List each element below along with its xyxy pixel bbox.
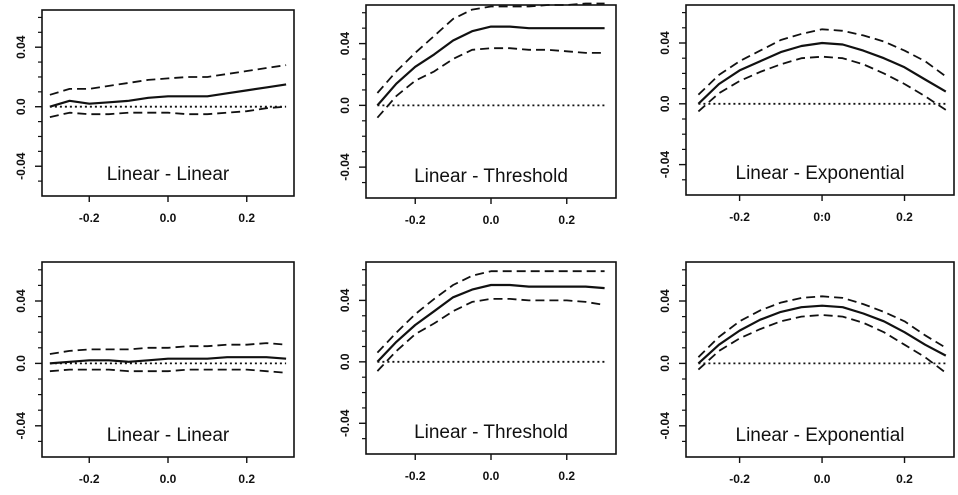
series-line-lower-band <box>49 105 287 118</box>
series-line-upper-band <box>49 342 287 355</box>
series-line-estimate <box>49 356 287 365</box>
series-line-estimate <box>376 283 605 363</box>
x-tick-label: 0.2 <box>558 469 575 483</box>
y-tick-label: 0.0 <box>338 353 352 370</box>
x-tick-label: 0.2 <box>238 472 255 486</box>
y-tick-label: -0.04 <box>14 412 28 440</box>
chart-panel-1: -0.2 0.0 0.2 0.04 0.0 -0.04 Linear - Linear <box>14 9 295 225</box>
x-tick-label: 0.0 <box>160 211 177 225</box>
series-line-lower-band <box>376 47 605 119</box>
y-tick-label: 0.04 <box>658 289 672 313</box>
series-line-estimate <box>697 41 947 105</box>
x-tick-label: -0.2 <box>79 211 100 225</box>
series-line-lower-band <box>376 298 605 372</box>
x-tick-label: 0.2 <box>238 211 255 225</box>
x-tick-label: -0.2 <box>729 472 750 486</box>
y-tick-label: 0.04 <box>338 32 352 56</box>
y-tick-label: -0.04 <box>338 153 352 181</box>
chart-panel-6: -0.2 0.0 0.2 0.04 0.0 -0.04 Linear - Exponenti… <box>658 261 955 486</box>
y-tick-label: 0.0 <box>14 355 28 372</box>
x-tick-label: 0.0 <box>483 469 500 483</box>
series-line-upper-band <box>376 2 605 94</box>
series-line-estimate <box>49 83 287 108</box>
plot-frame <box>685 261 955 458</box>
plot-frame <box>685 4 955 196</box>
x-tick-label: 0.2 <box>896 472 913 486</box>
y-tick-label: 0.04 <box>14 35 28 59</box>
x-tick-label: 0:0 <box>813 210 831 224</box>
x-tick-label: -0.2 <box>79 472 100 486</box>
chart-panel-4: -0.2 0.0 0.2 0.04 0.0 -0.04 Linear - Linear <box>14 261 295 486</box>
chart-panel-2: -0.2 0.0 0.2 0.04 0.0 -0.04 Linear - Threshold <box>338 2 617 227</box>
y-tick-label: -0.04 <box>658 412 672 440</box>
series-line-lower-band <box>697 55 947 113</box>
y-tick-label: 0.0 <box>658 95 672 112</box>
x-tick-label: 0.0 <box>483 213 500 227</box>
panel-title: Linear - Threshold <box>414 422 568 443</box>
chart-panel-3: -0.2 0:0 0.2 0.04 0.0 -0.04 Linear - Exponenti… <box>658 4 955 224</box>
panel-title: Linear - Exponential <box>736 425 905 446</box>
y-tick-label: 0.04 <box>14 289 28 313</box>
x-tick-label: 0.0 <box>814 472 831 486</box>
series-line-estimate <box>697 304 947 365</box>
x-tick-label: 0.0 <box>160 472 177 486</box>
y-tick-label: -0.04 <box>338 409 352 437</box>
series-line-upper-band <box>697 295 947 358</box>
panel-title: Linear - Linear <box>107 425 230 446</box>
y-tick-label: -0.04 <box>14 152 28 180</box>
y-tick-label: -0.04 <box>658 151 672 179</box>
x-tick-label: 0.2 <box>896 210 913 224</box>
y-tick-label: 0.04 <box>658 31 672 55</box>
y-tick-label: 0.0 <box>14 98 28 115</box>
x-tick-label: -0.2 <box>729 210 750 224</box>
y-tick-label: 0.0 <box>338 97 352 114</box>
series-line-lower-band <box>49 368 287 374</box>
y-tick-label: 0.0 <box>658 355 672 372</box>
chart-panel-5: -0.2 0.0 0.2 0.04 0.0 -0.04 Linear - Threshold <box>338 261 617 483</box>
x-tick-label: -0.2 <box>405 469 426 483</box>
y-tick-label: 0.04 <box>338 288 352 312</box>
series-line-lower-band <box>697 314 947 374</box>
panel-title: Linear - Linear <box>107 164 230 185</box>
series-line-upper-band <box>49 64 287 96</box>
series-line-upper-band <box>376 270 605 354</box>
x-tick-label: 0.2 <box>558 213 575 227</box>
panel-title: Linear - Exponential <box>736 163 905 184</box>
x-tick-label: -0.2 <box>405 213 426 227</box>
series-line-estimate <box>376 25 605 107</box>
series-line-upper-band <box>697 28 947 96</box>
panel-title: Linear - Threshold <box>414 166 568 187</box>
